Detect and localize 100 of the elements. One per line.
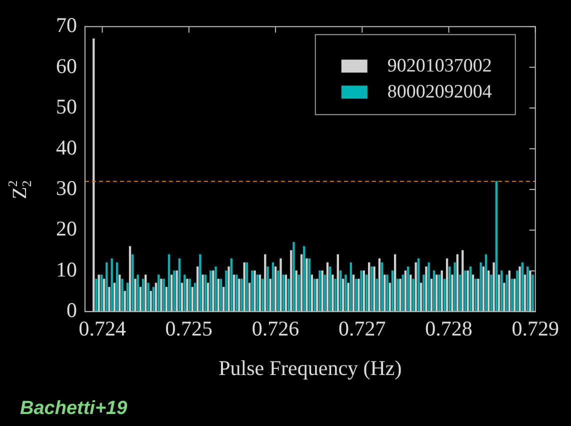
bar bbox=[134, 278, 136, 312]
bar bbox=[428, 262, 430, 312]
bar bbox=[410, 274, 412, 312]
bar bbox=[274, 266, 277, 312]
bar bbox=[232, 274, 236, 312]
bar bbox=[430, 278, 433, 312]
bar bbox=[235, 274, 238, 312]
bar bbox=[344, 274, 347, 312]
bar bbox=[188, 278, 191, 312]
bar bbox=[339, 270, 342, 312]
bar bbox=[113, 282, 116, 312]
bar bbox=[448, 266, 451, 312]
bar bbox=[303, 246, 306, 312]
bar bbox=[180, 282, 184, 312]
bar bbox=[420, 282, 422, 312]
bar bbox=[178, 258, 180, 312]
bar bbox=[256, 274, 258, 312]
bar bbox=[492, 262, 495, 312]
bar bbox=[152, 286, 155, 312]
bar bbox=[503, 282, 506, 312]
bar bbox=[521, 262, 524, 312]
bar bbox=[264, 254, 266, 312]
bar bbox=[321, 270, 324, 312]
bar bbox=[173, 270, 176, 312]
bar bbox=[391, 270, 394, 312]
bar bbox=[402, 274, 404, 312]
bar bbox=[365, 274, 368, 312]
bar bbox=[292, 242, 295, 312]
bar bbox=[254, 270, 256, 312]
bar bbox=[417, 258, 420, 312]
bar bbox=[184, 274, 186, 312]
bar bbox=[272, 262, 274, 312]
bar bbox=[139, 286, 142, 312]
bar bbox=[406, 266, 410, 312]
bar bbox=[469, 266, 472, 312]
bar bbox=[386, 274, 388, 312]
bar bbox=[394, 254, 396, 312]
bar bbox=[326, 262, 329, 312]
bar bbox=[350, 262, 352, 312]
bar bbox=[342, 278, 344, 312]
y-tick-label: 20 bbox=[56, 216, 77, 241]
y-tick-label: 50 bbox=[56, 94, 77, 119]
bar bbox=[308, 258, 310, 312]
bar bbox=[480, 262, 482, 312]
bar bbox=[150, 290, 152, 312]
bar bbox=[526, 266, 529, 312]
bar bbox=[251, 270, 254, 312]
bar bbox=[248, 282, 251, 312]
bar bbox=[404, 270, 407, 312]
bar bbox=[488, 270, 490, 312]
bar bbox=[380, 262, 384, 312]
bar bbox=[290, 250, 292, 312]
bar bbox=[199, 254, 202, 312]
bar bbox=[510, 278, 514, 312]
bar bbox=[277, 270, 280, 312]
bar bbox=[518, 266, 521, 312]
bar bbox=[210, 270, 212, 312]
bar bbox=[310, 274, 313, 312]
bar bbox=[170, 274, 173, 312]
bar bbox=[220, 278, 222, 312]
bar bbox=[484, 254, 488, 312]
bar bbox=[352, 274, 355, 312]
bar bbox=[495, 180, 498, 312]
bar bbox=[282, 274, 284, 312]
bar bbox=[126, 282, 129, 312]
bar bbox=[206, 282, 210, 312]
bar bbox=[136, 274, 139, 312]
bar bbox=[324, 274, 326, 312]
bar bbox=[362, 270, 365, 312]
bar bbox=[165, 286, 168, 312]
bar bbox=[118, 274, 121, 312]
bar bbox=[440, 270, 443, 312]
bar bbox=[158, 274, 160, 312]
bar bbox=[360, 270, 362, 312]
bar bbox=[334, 278, 336, 312]
y-tick-label: 0 bbox=[66, 298, 77, 322]
bar bbox=[298, 274, 300, 312]
bar bbox=[516, 270, 518, 312]
y-tick-label: 30 bbox=[56, 176, 77, 200]
bar bbox=[462, 250, 464, 312]
legend-label: 90201037002 bbox=[387, 56, 492, 77]
bar bbox=[95, 278, 98, 312]
bar bbox=[384, 274, 386, 312]
bar bbox=[204, 274, 206, 312]
bar bbox=[399, 278, 402, 312]
bar bbox=[154, 282, 158, 312]
bar bbox=[147, 282, 150, 312]
bar bbox=[370, 266, 373, 312]
bar bbox=[191, 286, 194, 312]
bar bbox=[318, 270, 321, 312]
y-tick-label: 10 bbox=[56, 257, 77, 282]
bar bbox=[306, 258, 308, 312]
bar bbox=[160, 278, 162, 312]
bar bbox=[266, 266, 269, 312]
bar bbox=[217, 278, 220, 312]
bar bbox=[142, 278, 144, 312]
bar bbox=[116, 262, 118, 312]
x-tick-label: 0.728 bbox=[425, 316, 472, 341]
bar bbox=[316, 278, 318, 312]
bar bbox=[472, 274, 474, 312]
